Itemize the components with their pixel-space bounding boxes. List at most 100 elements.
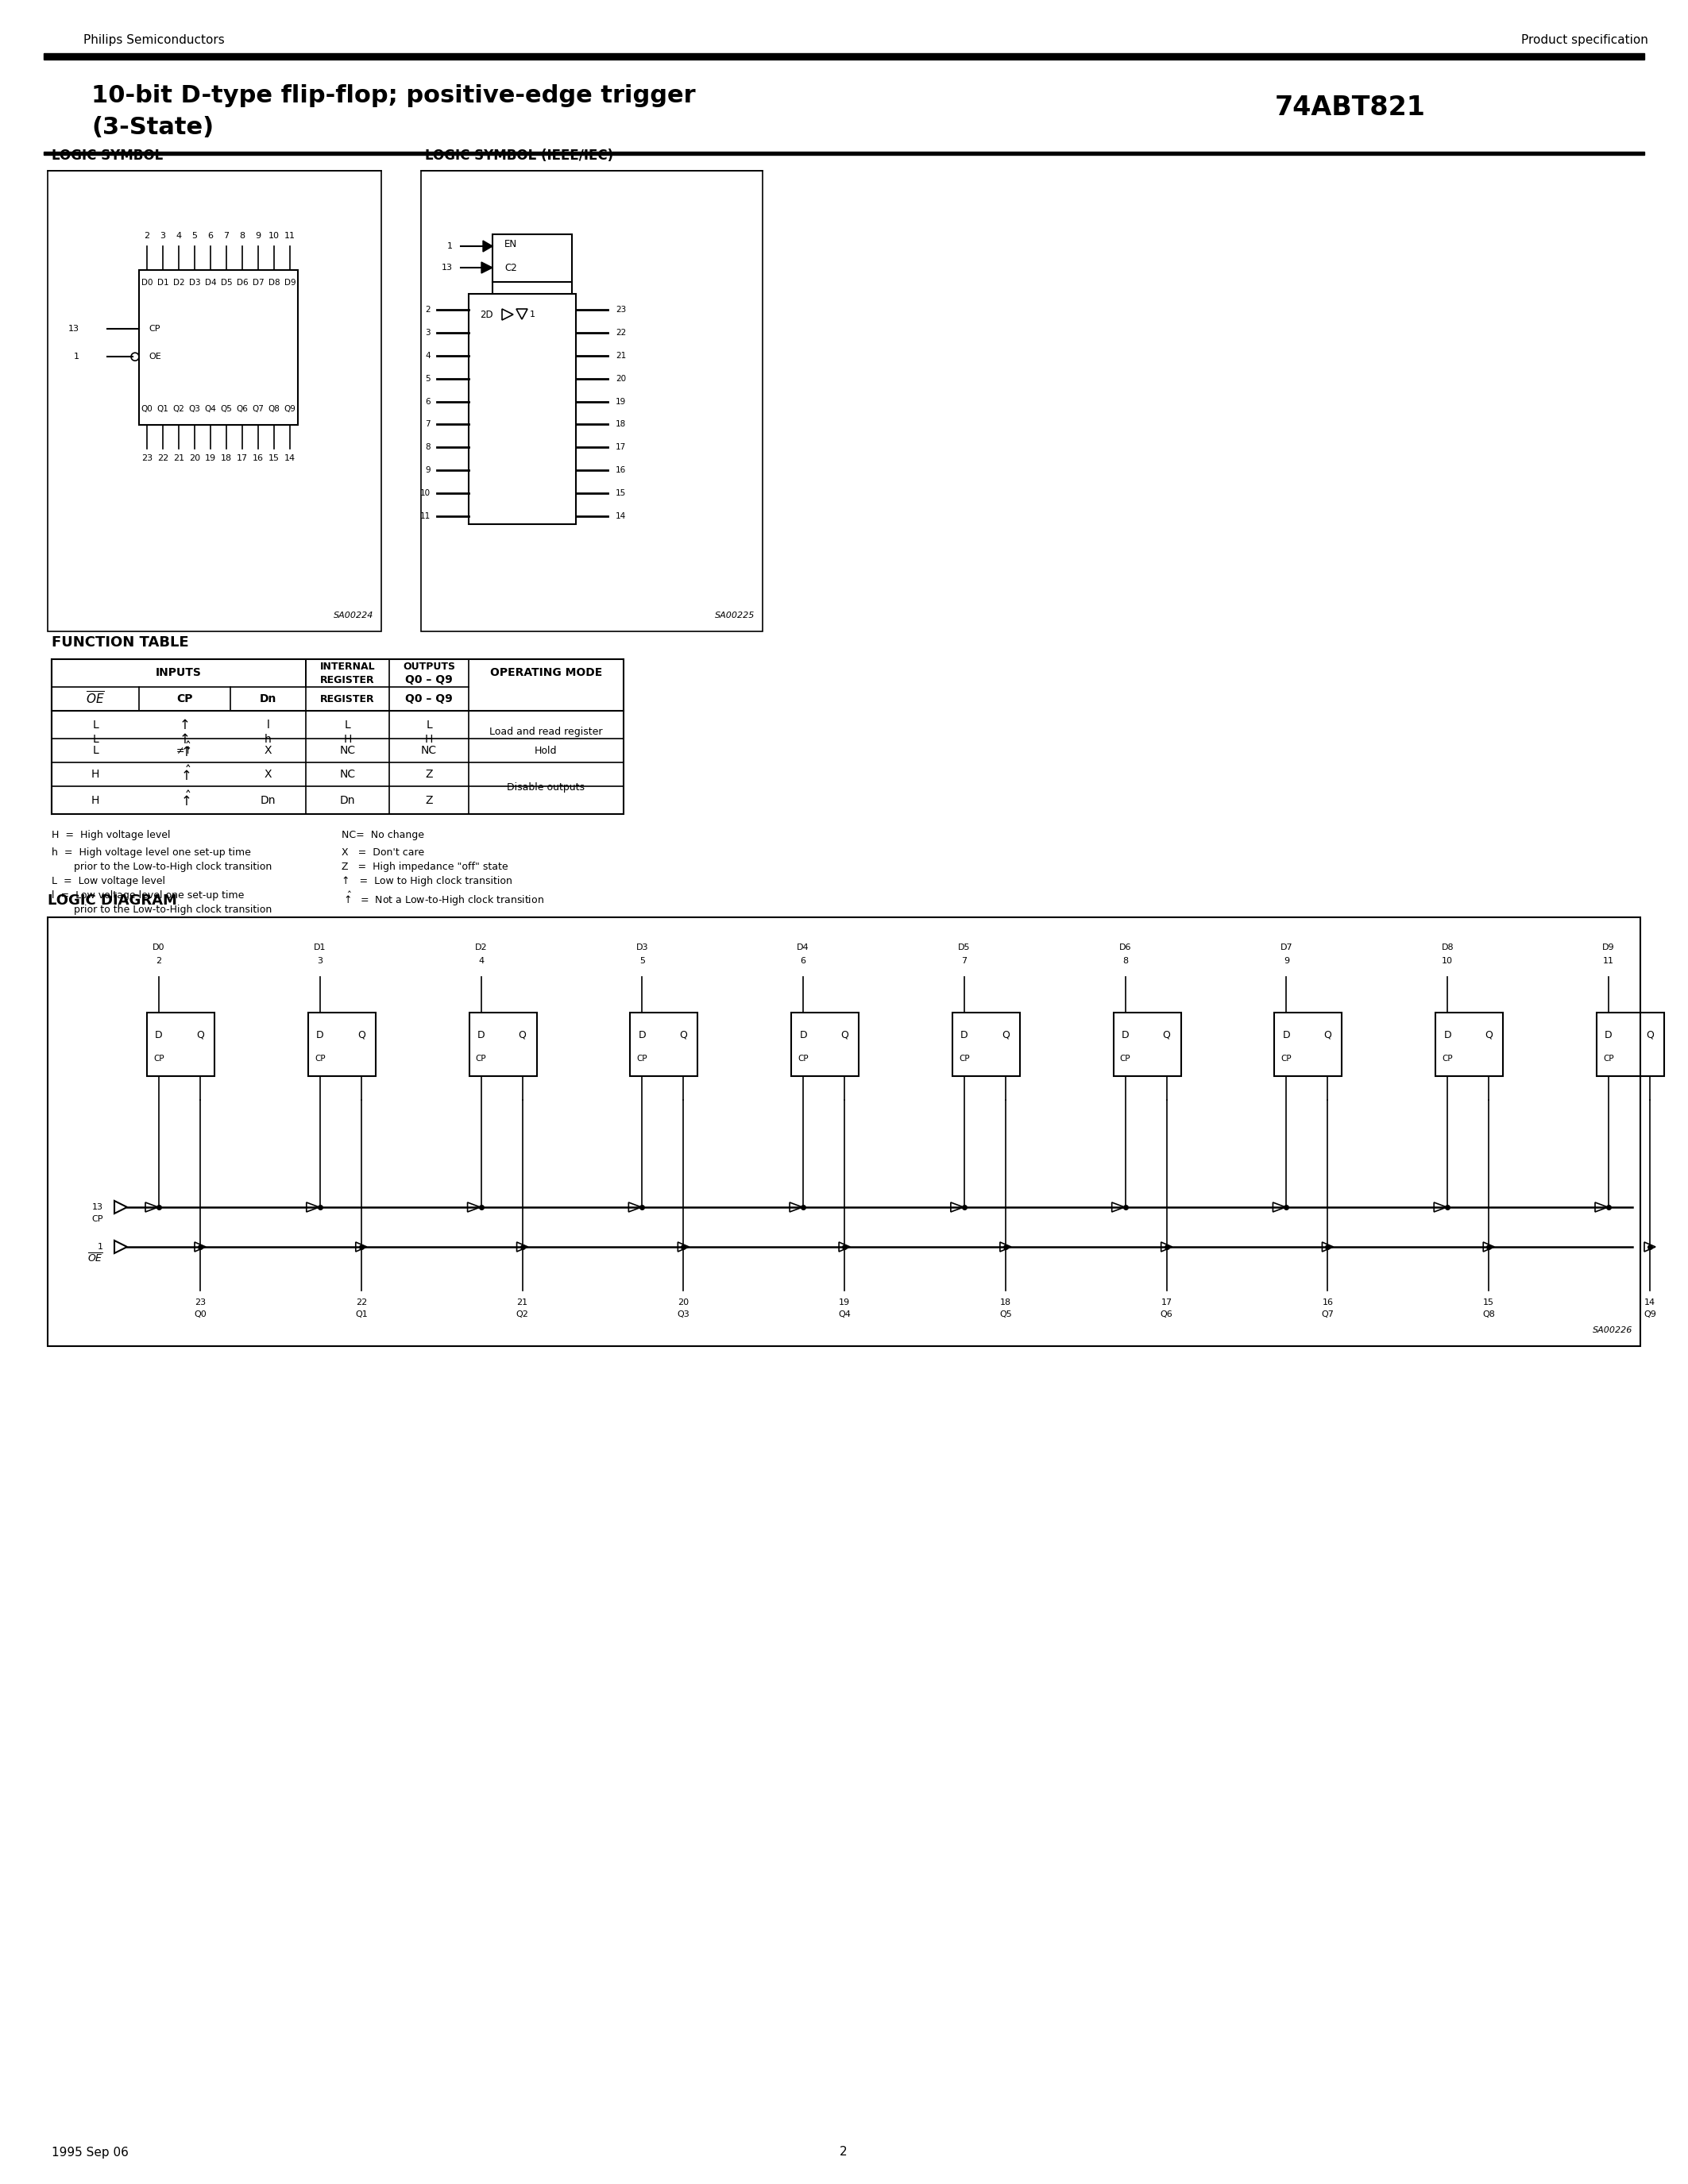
Text: CP: CP xyxy=(177,692,192,705)
Bar xyxy=(138,271,297,426)
Text: 23: 23 xyxy=(616,306,626,314)
Text: CP: CP xyxy=(149,325,160,332)
Text: 10: 10 xyxy=(268,232,280,240)
Text: Q2: Q2 xyxy=(517,1310,528,1319)
Text: NC: NC xyxy=(339,769,356,780)
Text: h: h xyxy=(265,734,272,745)
Text: 2: 2 xyxy=(841,2147,847,2158)
Text: D6: D6 xyxy=(1119,943,1131,952)
Text: L: L xyxy=(344,719,351,729)
Text: D9: D9 xyxy=(1602,943,1615,952)
Text: (3-State): (3-State) xyxy=(91,116,214,138)
Text: 23: 23 xyxy=(142,454,152,463)
Text: 15: 15 xyxy=(1484,1299,1494,1306)
Text: 21: 21 xyxy=(616,352,626,360)
Text: Q: Q xyxy=(358,1029,365,1040)
Text: 19: 19 xyxy=(204,454,216,463)
Text: 1: 1 xyxy=(74,354,79,360)
Text: 13: 13 xyxy=(442,264,452,271)
Text: 15: 15 xyxy=(616,489,626,498)
Text: 16: 16 xyxy=(616,467,626,474)
Text: $\hat{\uparrow}$: $\hat{\uparrow}$ xyxy=(177,764,191,784)
Text: ↑: ↑ xyxy=(179,732,191,747)
Text: 14: 14 xyxy=(1644,1299,1656,1306)
Text: 2: 2 xyxy=(155,957,162,965)
Text: D: D xyxy=(1283,1029,1290,1040)
Text: 17: 17 xyxy=(616,443,626,452)
Text: 8: 8 xyxy=(425,443,430,452)
Text: 14: 14 xyxy=(284,454,295,463)
Text: 9: 9 xyxy=(1283,957,1290,965)
Text: NC: NC xyxy=(420,745,437,756)
Bar xyxy=(147,1013,214,1077)
Text: D: D xyxy=(1121,1029,1129,1040)
Text: D8: D8 xyxy=(1442,943,1453,952)
Text: D7: D7 xyxy=(1280,943,1293,952)
Text: 17: 17 xyxy=(236,454,248,463)
Text: LOGIC SYMBOL (IEEE/IEC): LOGIC SYMBOL (IEEE/IEC) xyxy=(425,149,613,164)
Text: 9: 9 xyxy=(425,467,430,474)
Text: Product specification: Product specification xyxy=(1521,33,1647,46)
Text: Q: Q xyxy=(680,1029,687,1040)
Text: Z: Z xyxy=(425,795,432,806)
Text: D: D xyxy=(316,1029,324,1040)
Text: D4: D4 xyxy=(797,943,809,952)
Text: CP: CP xyxy=(636,1055,648,1064)
Text: LOGIC DIAGRAM: LOGIC DIAGRAM xyxy=(47,893,177,909)
Text: X: X xyxy=(265,745,272,756)
Text: D0: D0 xyxy=(152,943,165,952)
Text: H: H xyxy=(91,795,100,806)
Bar xyxy=(493,234,572,282)
Text: 17: 17 xyxy=(1161,1299,1171,1306)
Text: X   =  Don't care: X = Don't care xyxy=(341,847,424,858)
Text: Q7: Q7 xyxy=(1322,1310,1334,1319)
Text: 18: 18 xyxy=(221,454,231,463)
Text: L  =  Low voltage level: L = Low voltage level xyxy=(52,876,165,887)
Text: EN: EN xyxy=(505,238,517,249)
Text: Q3: Q3 xyxy=(189,404,201,413)
Text: 4: 4 xyxy=(478,957,484,965)
Text: FUNCTION TABLE: FUNCTION TABLE xyxy=(52,636,189,649)
Text: SA00226: SA00226 xyxy=(1592,1326,1632,1334)
Text: OE: OE xyxy=(149,354,160,360)
Text: 1: 1 xyxy=(98,1243,103,1251)
Text: CP: CP xyxy=(1442,1055,1453,1064)
Text: Q: Q xyxy=(1001,1029,1009,1040)
Text: 8: 8 xyxy=(1123,957,1128,965)
Text: CP: CP xyxy=(798,1055,809,1064)
Text: 3: 3 xyxy=(317,957,322,965)
Text: 4: 4 xyxy=(425,352,430,360)
Text: D: D xyxy=(478,1029,484,1040)
Text: Q0: Q0 xyxy=(194,1310,206,1319)
Text: Q0: Q0 xyxy=(142,404,154,413)
Text: Q: Q xyxy=(518,1029,527,1040)
Text: Q0 – Q9: Q0 – Q9 xyxy=(405,692,452,705)
Text: 74ABT821: 74ABT821 xyxy=(1274,94,1426,120)
Text: D1: D1 xyxy=(314,943,326,952)
Text: 3: 3 xyxy=(425,330,430,336)
Text: INTERNAL: INTERNAL xyxy=(321,662,375,670)
Text: Q6: Q6 xyxy=(236,404,248,413)
Text: CP: CP xyxy=(1604,1055,1614,1064)
Text: ↑   =  Low to High clock transition: ↑ = Low to High clock transition xyxy=(341,876,511,887)
Text: H: H xyxy=(425,734,434,745)
Text: H: H xyxy=(343,734,351,745)
Text: D6: D6 xyxy=(236,280,248,286)
Text: 13: 13 xyxy=(93,1203,103,1212)
Text: Q7: Q7 xyxy=(252,404,263,413)
Text: Q5: Q5 xyxy=(221,404,233,413)
Text: 6: 6 xyxy=(800,957,805,965)
Text: L: L xyxy=(425,719,432,729)
Text: Dn: Dn xyxy=(339,795,354,806)
Text: 11: 11 xyxy=(420,513,430,520)
Text: C2: C2 xyxy=(505,262,517,273)
Text: 2D: 2D xyxy=(479,310,493,319)
Bar xyxy=(44,52,1644,59)
Text: 21: 21 xyxy=(517,1299,528,1306)
Bar xyxy=(47,917,1641,1345)
Text: D2: D2 xyxy=(172,280,184,286)
Text: INPUTS: INPUTS xyxy=(155,666,203,679)
Text: CP: CP xyxy=(1281,1055,1291,1064)
Text: D4: D4 xyxy=(204,280,216,286)
Text: L: L xyxy=(93,745,98,756)
